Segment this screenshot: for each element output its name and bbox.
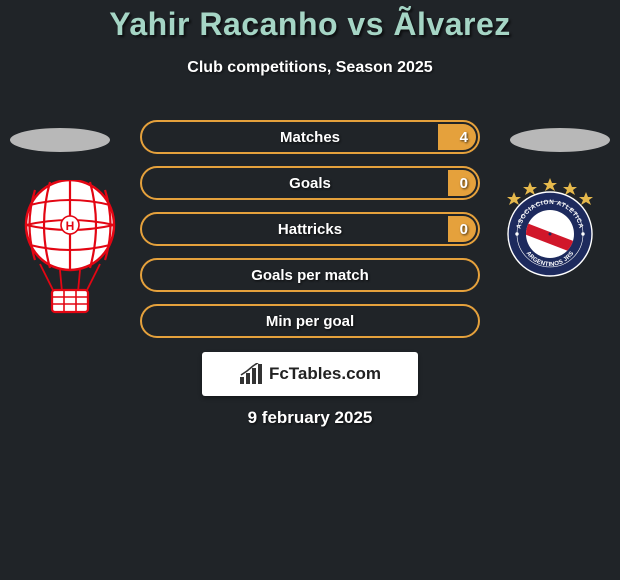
stat-label: Hattricks xyxy=(278,221,342,238)
club-crest-left: H xyxy=(20,180,120,315)
stats-table: Matches 4 Goals 0 Hattricks 0 Goals per … xyxy=(140,120,480,350)
stat-right-value: 0 xyxy=(460,175,468,192)
stat-right-value: 0 xyxy=(460,221,468,238)
player-photo-left-placeholder xyxy=(10,128,110,152)
stat-fill-right xyxy=(438,124,476,150)
stat-label: Goals per match xyxy=(251,267,369,284)
stat-row-goals: Goals 0 xyxy=(140,166,480,200)
svg-text:H: H xyxy=(66,219,75,233)
page-title: Yahir Racanho vs Ãlvarez xyxy=(0,0,620,43)
stat-row-hattricks: Hattricks 0 xyxy=(140,212,480,246)
stat-row-min-per-goal: Min per goal xyxy=(140,304,480,338)
fctables-logo-icon xyxy=(239,363,265,385)
brand-box: FcTables.com xyxy=(202,352,418,396)
brand-text: FcTables.com xyxy=(269,364,381,384)
page-subtitle: Club competitions, Season 2025 xyxy=(0,59,620,77)
stat-label: Goals xyxy=(289,175,331,192)
stat-right-value: 4 xyxy=(460,129,468,146)
date-text: 9 february 2025 xyxy=(0,408,620,428)
argentinos-juniors-crest-icon: ASOCIACION ATLETICA ARGENTINOS JRS xyxy=(500,178,600,278)
stat-label: Matches xyxy=(280,129,340,146)
stat-row-matches: Matches 4 xyxy=(140,120,480,154)
player-photo-right-placeholder xyxy=(510,128,610,152)
stat-label: Min per goal xyxy=(266,313,354,330)
stat-row-goals-per-match: Goals per match xyxy=(140,258,480,292)
club-crest-right: ASOCIACION ATLETICA ARGENTINOS JRS xyxy=(500,178,600,278)
huracan-crest-icon: H xyxy=(20,180,120,315)
